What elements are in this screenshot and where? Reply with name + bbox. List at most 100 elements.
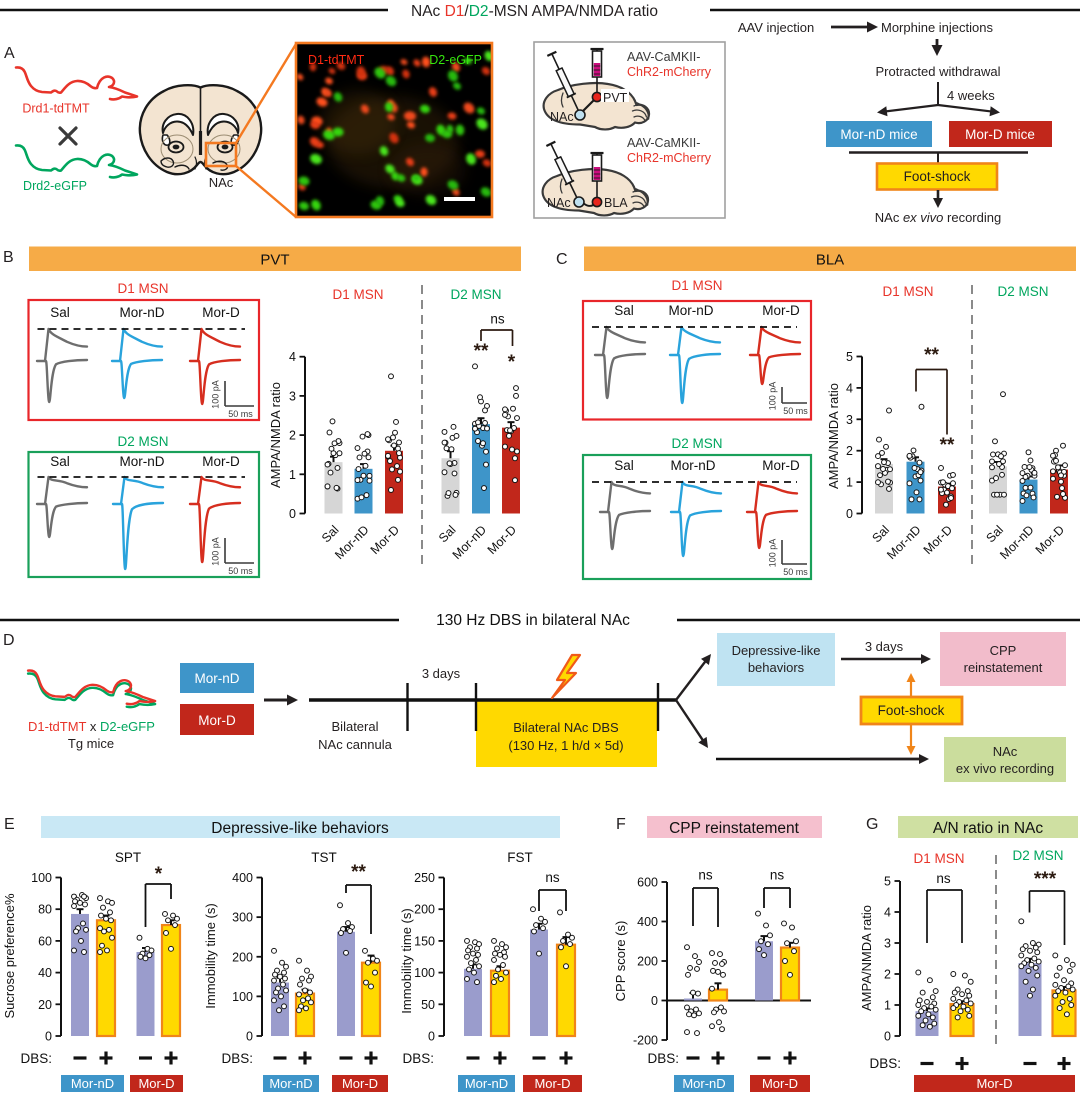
svg-text:ns: ns — [698, 868, 713, 883]
svg-text:4: 4 — [289, 350, 296, 364]
svg-text:Mor-nD: Mor-nD — [119, 454, 164, 469]
svg-text:3: 3 — [884, 937, 891, 951]
svg-text:400: 400 — [232, 871, 253, 885]
svg-text:BLA: BLA — [816, 252, 844, 269]
svg-text:20: 20 — [38, 998, 52, 1012]
svg-text:300: 300 — [232, 911, 253, 925]
svg-text:E: E — [4, 816, 15, 833]
svg-text:Mor-nD: Mor-nD — [119, 305, 164, 320]
svg-text:ns: ns — [490, 312, 505, 327]
svg-text:60: 60 — [38, 934, 52, 948]
svg-text:50 ms: 50 ms — [228, 566, 253, 576]
svg-text:NAc D1/D2-MSN AMPA/NMDA ratio: NAc D1/D2-MSN AMPA/NMDA ratio — [411, 3, 658, 20]
svg-text:NAc: NAc — [993, 744, 1018, 759]
svg-text:Mor-nD mice: Mor-nD mice — [840, 127, 917, 142]
svg-text:AMPA/NMDA ratio: AMPA/NMDA ratio — [268, 382, 283, 488]
svg-text:NAc: NAc — [209, 175, 234, 190]
svg-text:Depressive-like: Depressive-like — [732, 643, 821, 658]
svg-text:Mor-nD: Mor-nD — [194, 671, 239, 686]
svg-text:100 pA: 100 pA — [211, 537, 221, 566]
svg-text:D2 MSN: D2 MSN — [1012, 848, 1063, 863]
svg-text:Mor-D: Mor-D — [202, 454, 240, 469]
svg-text:*: * — [155, 864, 163, 885]
svg-text:Mor-D: Mor-D — [762, 458, 800, 473]
svg-text:Mor-D: Mor-D — [202, 305, 240, 320]
svg-text:Mor-nD: Mor-nD — [670, 458, 715, 473]
svg-text:CPP reinstatement: CPP reinstatement — [669, 820, 799, 837]
svg-text:B: B — [3, 249, 14, 266]
svg-text:**: ** — [924, 345, 939, 366]
svg-text:AAV-CaMKII-: AAV-CaMKII- — [627, 50, 700, 64]
svg-text:NAc ex vivo recording: NAc ex vivo recording — [875, 210, 1001, 225]
svg-text:Protracted withdrawal: Protracted withdrawal — [876, 64, 1001, 79]
svg-text:Mor-D: Mor-D — [976, 1076, 1012, 1091]
svg-text:ns: ns — [545, 870, 560, 885]
svg-text:ns: ns — [936, 871, 951, 886]
svg-text:D1 MSN: D1 MSN — [117, 281, 168, 296]
svg-text:Sal: Sal — [614, 303, 634, 318]
svg-text:NAc: NAc — [550, 110, 574, 124]
svg-text:D1 MSN: D1 MSN — [332, 287, 383, 302]
svg-text:ChR2-mCherry: ChR2-mCherry — [627, 151, 712, 165]
svg-text:0: 0 — [884, 1030, 891, 1044]
svg-text:0: 0 — [428, 1030, 435, 1044]
svg-text:Mor-D: Mor-D — [762, 303, 800, 318]
svg-text:100: 100 — [232, 990, 253, 1004]
svg-text:200: 200 — [637, 955, 658, 969]
svg-text:1: 1 — [884, 999, 891, 1013]
svg-text:Mor-D: Mor-D — [198, 713, 236, 728]
svg-text:D1-tdTMT x D2-eGFP: D1-tdTMT x D2-eGFP — [28, 719, 155, 734]
svg-text:SPT: SPT — [115, 850, 141, 865]
svg-text:DBS:: DBS: — [402, 1051, 434, 1066]
svg-text:130 Hz DBS in bilateral NAc: 130 Hz DBS in bilateral NAc — [436, 612, 630, 629]
svg-text:0: 0 — [651, 994, 658, 1008]
svg-text:3: 3 — [846, 413, 853, 427]
svg-text:Bilateral NAc DBS: Bilateral NAc DBS — [513, 720, 619, 735]
svg-text:50: 50 — [421, 998, 435, 1012]
svg-text:0: 0 — [846, 507, 853, 521]
svg-text:NAc cannula: NAc cannula — [318, 737, 392, 752]
svg-text:D1 MSN: D1 MSN — [882, 284, 933, 299]
svg-text:5: 5 — [846, 350, 853, 364]
svg-text:Mor-nD: Mor-nD — [682, 1076, 725, 1091]
svg-text:Mor-D: Mor-D — [534, 1076, 570, 1091]
svg-text:AAV injection: AAV injection — [738, 20, 814, 35]
svg-text:AMPA/NMDA ratio: AMPA/NMDA ratio — [859, 905, 874, 1011]
svg-text:3 days: 3 days — [865, 639, 904, 654]
svg-text:CPP score (s): CPP score (s) — [613, 921, 628, 1002]
svg-text:Mor-nD: Mor-nD — [269, 1076, 312, 1091]
svg-text:200: 200 — [232, 950, 253, 964]
svg-text:D2 MSN: D2 MSN — [450, 287, 501, 302]
svg-text:100 pA: 100 pA — [211, 380, 221, 409]
svg-text:D2 MSN: D2 MSN — [671, 436, 722, 451]
svg-text:D: D — [3, 632, 15, 649]
svg-text:DBS:: DBS: — [20, 1051, 52, 1066]
svg-text:Bilateral: Bilateral — [332, 719, 379, 734]
svg-text:D2 MSN: D2 MSN — [117, 434, 168, 449]
svg-text:80: 80 — [38, 903, 52, 917]
svg-text:D1 MSN: D1 MSN — [671, 278, 722, 293]
svg-text:4: 4 — [884, 906, 891, 920]
svg-text:Sal: Sal — [614, 458, 634, 473]
svg-text:Drd2-eGFP: Drd2-eGFP — [23, 179, 87, 193]
svg-text:40: 40 — [38, 966, 52, 980]
svg-text:3 days: 3 days — [422, 666, 461, 681]
svg-text:2: 2 — [884, 968, 891, 982]
svg-text:2: 2 — [289, 429, 296, 443]
svg-text:TST: TST — [311, 850, 337, 865]
svg-text:D2 MSN: D2 MSN — [997, 284, 1048, 299]
svg-text:Sal: Sal — [50, 305, 70, 320]
svg-text:3: 3 — [289, 389, 296, 403]
svg-text:D1-tdTMT: D1-tdTMT — [308, 53, 365, 67]
svg-text:G: G — [866, 816, 878, 833]
svg-text:100: 100 — [31, 871, 52, 885]
svg-text:Mor-D: Mor-D — [762, 1076, 798, 1091]
svg-text:Mor-D: Mor-D — [342, 1076, 378, 1091]
svg-text:100: 100 — [414, 966, 435, 980]
svg-text:0: 0 — [289, 507, 296, 521]
svg-text:***: *** — [1034, 869, 1057, 890]
svg-text:400: 400 — [637, 915, 658, 929]
svg-text:CPP: CPP — [990, 643, 1017, 658]
svg-text:Immobility time (s): Immobility time (s) — [399, 908, 414, 1013]
svg-text:D1 MSN: D1 MSN — [913, 851, 964, 866]
